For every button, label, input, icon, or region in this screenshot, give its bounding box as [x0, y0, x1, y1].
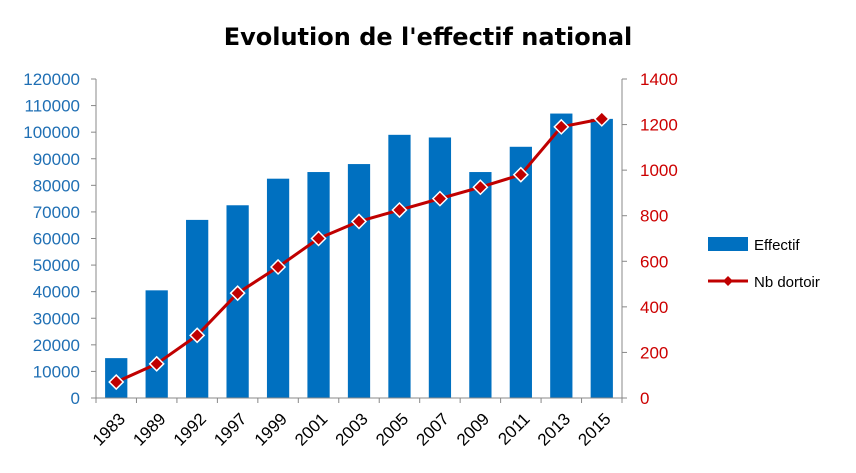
left-tick-label: 120000 [23, 70, 80, 89]
bar-effectif-2011 [509, 146, 532, 398]
x-tick-label: 2013 [534, 409, 574, 449]
left-tick-label: 90000 [33, 150, 80, 169]
bar-effectif-2009 [469, 172, 492, 398]
left-tick-label: 50000 [33, 256, 80, 275]
point-nb-dortoir-2003 [350, 213, 368, 230]
x-tick-label: 1992 [170, 409, 210, 449]
x-tick-label: 2003 [332, 409, 372, 449]
x-tick-label: 2005 [372, 409, 412, 449]
point-nb-dortoir-1983 [108, 373, 125, 391]
point-nb-dortoir-2001 [310, 230, 327, 247]
bar-effectif-1989 [145, 290, 168, 398]
bar-effectif-2005 [388, 134, 411, 398]
point-nb-dortoir-1992 [189, 327, 206, 344]
x-tick-label: 1989 [129, 409, 169, 449]
right-tick-label: 0 [640, 389, 649, 408]
plot-area: 0100002000030000400005000060000700008000… [23, 70, 678, 450]
right-tick-label: 200 [640, 343, 668, 362]
bar-effectif-2015 [590, 118, 613, 398]
point-nb-dortoir-2013 [553, 118, 570, 135]
left-tick-label: 80000 [33, 176, 80, 195]
point-nb-dortoir-2011 [512, 166, 529, 183]
bar-effectif-2013 [550, 113, 573, 398]
x-tick-label: 2011 [494, 409, 533, 448]
legend-label-effectif: Effectif [754, 237, 800, 254]
bar-effectif-1997 [226, 205, 249, 398]
point-nb-dortoir-1999 [270, 258, 287, 276]
chart-title: Evolution de l'effectif national [224, 23, 633, 51]
bar-effectif-2003 [347, 164, 371, 398]
left-tick-label: 10000 [33, 362, 80, 381]
legend-marker-nb-dortoir [723, 276, 733, 286]
x-tick-label: 1983 [89, 409, 129, 449]
left-tick-label: 30000 [33, 309, 80, 328]
left-tick-label: 60000 [33, 230, 80, 249]
point-nb-dortoir-1997 [229, 285, 246, 302]
point-nb-dortoir-2007 [431, 190, 448, 207]
point-nb-dortoir-1989 [148, 355, 165, 372]
point-nb-dortoir-2009 [472, 179, 489, 196]
x-tick-label: 2001 [291, 409, 331, 449]
right-tick-label: 1000 [640, 161, 678, 180]
bar-effectif-1992 [186, 219, 209, 398]
left-tick-label: 100000 [23, 123, 80, 142]
left-tick-label: 70000 [33, 203, 80, 222]
right-tick-label: 1400 [640, 70, 678, 89]
legend-label-nb-dortoir: Nb dortoir [754, 274, 820, 291]
bar-effectif-2001 [307, 172, 330, 398]
bar-effectif-2007 [428, 137, 452, 398]
x-tick-label: 2007 [413, 409, 453, 449]
x-tick-label: 2009 [453, 409, 493, 449]
left-tick-label: 40000 [33, 283, 80, 302]
legend: Effectif Nb dortoir [708, 237, 820, 291]
bar-effectif-1999 [266, 178, 290, 398]
x-tick-label: 2015 [574, 409, 614, 449]
left-tick-label: 110000 [25, 97, 80, 116]
x-tick-label: 1997 [210, 409, 250, 449]
right-tick-label: 800 [640, 207, 668, 226]
left-tick-label: 20000 [33, 336, 80, 355]
point-nb-dortoir-2015 [593, 110, 610, 127]
right-tick-label: 400 [640, 298, 668, 317]
left-tick-label: 0 [71, 389, 80, 408]
legend-swatch-effectif [708, 237, 748, 251]
x-tick-label: 1999 [251, 409, 291, 449]
right-tick-label: 1200 [640, 116, 678, 135]
right-tick-label: 600 [640, 252, 668, 271]
point-nb-dortoir-2005 [391, 201, 408, 219]
